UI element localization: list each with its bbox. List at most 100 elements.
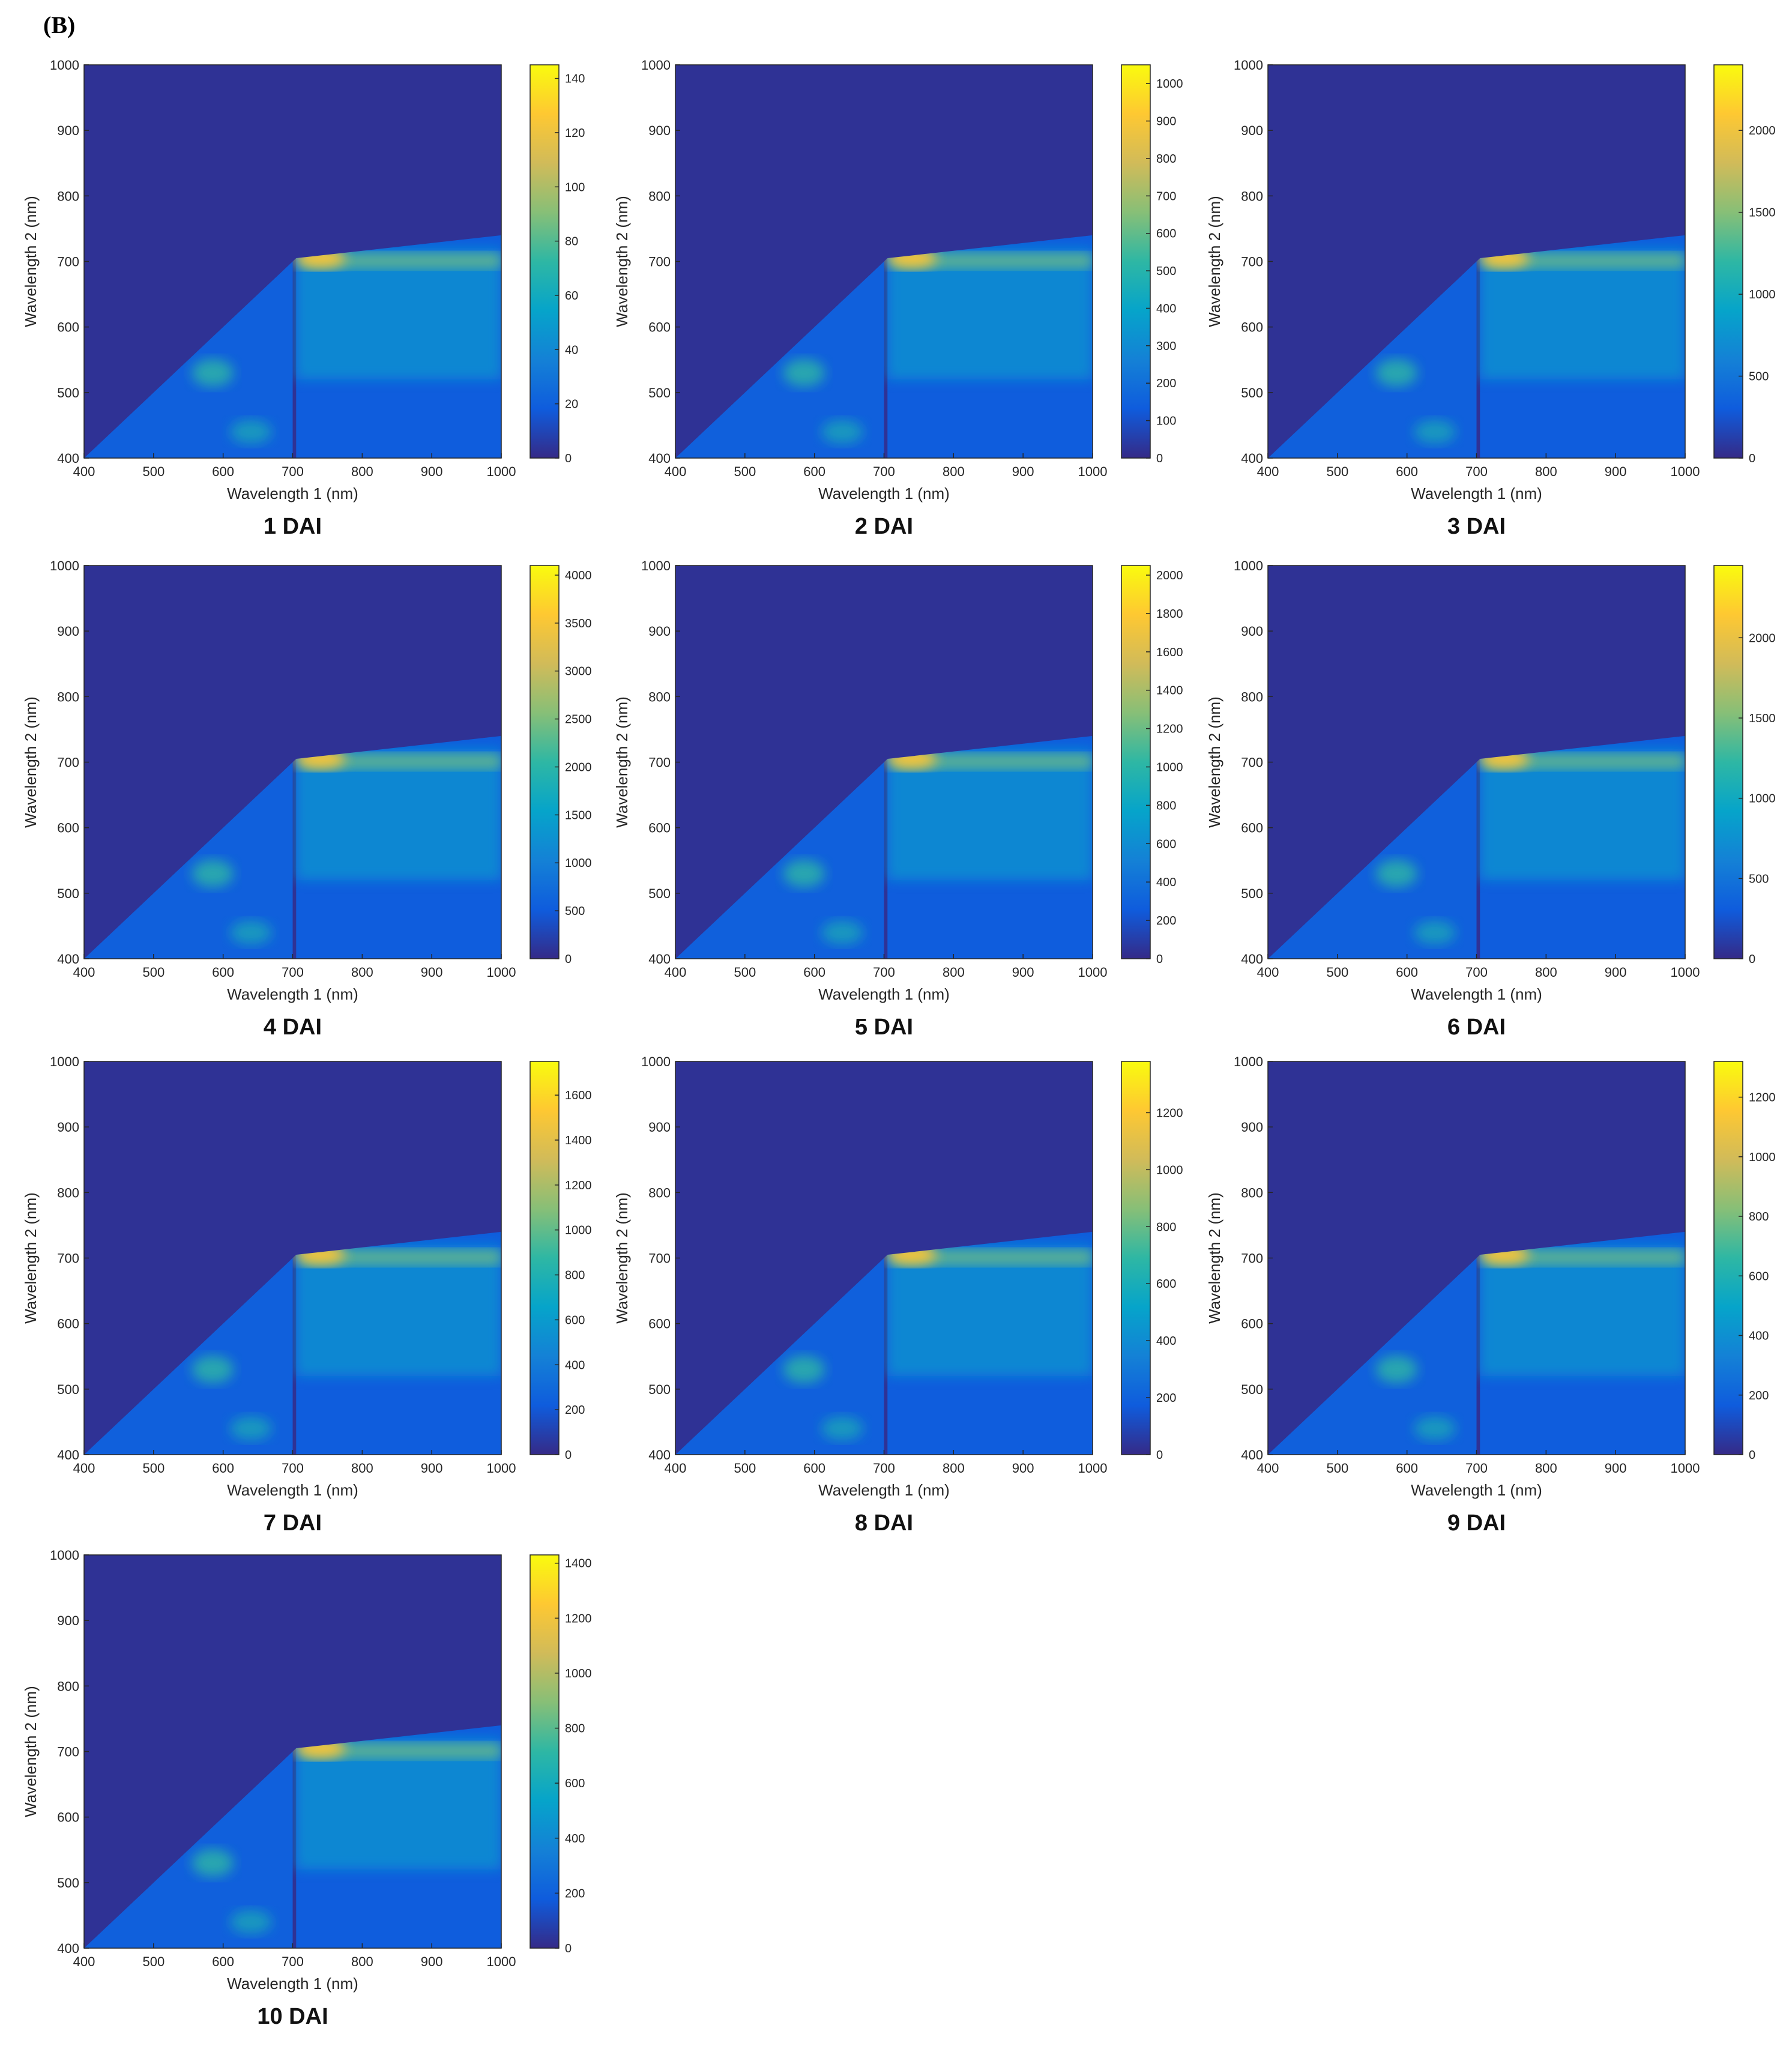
colorbar-tick-label: 600 (1156, 228, 1176, 241)
x-axis-label: Wavelength 1 (nm) (227, 1481, 358, 1499)
y-tick-label: 500 (648, 385, 671, 400)
x-axis-label: Wavelength 1 (nm) (1411, 1481, 1542, 1499)
y-tick-label: 800 (57, 689, 79, 704)
x-tick-label: 400 (73, 1954, 95, 1969)
colorbar-tick-label: 80 (565, 235, 578, 249)
y-tick-label: 900 (57, 123, 79, 138)
x-tick-label: 1000 (1671, 965, 1700, 980)
panel-title: 5 DAI (855, 1015, 913, 1040)
colorbar-tick-label: 800 (1156, 799, 1176, 812)
y-tick-label: 400 (57, 952, 79, 967)
heatmap-hotspot (192, 860, 234, 888)
x-axis-label: Wavelength 1 (nm) (227, 484, 358, 502)
x-tick-label: 400 (1257, 965, 1279, 980)
x-tick-label: 1000 (1078, 1461, 1108, 1476)
x-tick-label: 900 (1605, 965, 1627, 980)
y-tick-label: 600 (1241, 320, 1263, 335)
panel-title: 3 DAI (1447, 514, 1506, 539)
y-tick-label: 900 (57, 624, 79, 639)
colorbar-tick-label: 1200 (565, 1179, 592, 1192)
heatmap-hotspot (783, 359, 825, 387)
y-tick-label: 500 (57, 886, 79, 901)
y-tick-label: 900 (648, 1120, 671, 1135)
heatmap-band (887, 248, 1093, 379)
heatmap-hotspot (230, 920, 272, 944)
colorbar-tick-label: 1000 (1156, 761, 1183, 774)
x-tick-label: 900 (421, 464, 443, 479)
x-tick-label: 600 (803, 464, 825, 479)
y-tick-label: 700 (1241, 1251, 1263, 1266)
x-tick-label: 700 (282, 965, 304, 980)
y-tick-label: 700 (57, 755, 79, 770)
x-tick-label: 600 (803, 965, 825, 980)
colorbar-tick-label: 1600 (565, 1089, 592, 1102)
heatmap-hotspot (1414, 920, 1456, 944)
heatmap-mask (84, 1555, 501, 1948)
y-axis-label: Wavelength 2 (nm) (22, 196, 40, 327)
heatmap-panel-9: 4004005005006006007007008008009009001000… (1205, 1054, 1776, 1536)
colorbar-tick-label: 1600 (1156, 646, 1183, 659)
y-tick-label: 900 (648, 123, 671, 138)
x-tick-label: 900 (421, 965, 443, 980)
y-tick-label: 600 (57, 320, 79, 335)
x-tick-label: 800 (943, 1461, 965, 1476)
x-tick-label: 600 (803, 1461, 825, 1476)
colorbar-tick-label: 500 (1749, 370, 1769, 384)
heatmap-hotspot (821, 1416, 863, 1440)
colorbar (1713, 565, 1743, 959)
heatmap-mask (84, 566, 501, 959)
colorbar-tick-label: 1400 (565, 1134, 592, 1147)
heatmap-band (296, 248, 501, 379)
colorbar-tick-label: 0 (1749, 953, 1755, 966)
y-tick-label: 400 (1241, 1447, 1263, 1462)
heatmap-mask (675, 1061, 1093, 1455)
colorbar-tick-label: 1000 (565, 1667, 592, 1680)
y-tick-label: 400 (1241, 952, 1263, 967)
colorbar (1121, 565, 1151, 959)
x-tick-label: 400 (1257, 1461, 1279, 1476)
heatmap-hotspot (192, 1849, 234, 1877)
x-tick-label: 500 (1326, 464, 1348, 479)
y-tick-label: 600 (57, 1810, 79, 1825)
heatmap-hotspot (1414, 420, 1456, 444)
y-tick-label: 500 (648, 886, 671, 901)
colorbar-tick-label: 1500 (565, 809, 592, 822)
y-tick-label: 600 (648, 320, 671, 335)
x-axis-label: Wavelength 1 (nm) (818, 985, 950, 1003)
panel-title: 4 DAI (264, 1015, 322, 1040)
colorbar-tick-label: 900 (1156, 115, 1176, 128)
colorbar-tick-label: 200 (565, 1887, 585, 1900)
colorbar-tick-label: 400 (1156, 876, 1176, 889)
colorbar-tick-label: 500 (1749, 872, 1769, 886)
x-tick-label: 400 (665, 965, 687, 980)
x-tick-label: 500 (142, 965, 164, 980)
colorbar-tick-label: 600 (1156, 837, 1176, 851)
x-tick-label: 700 (1465, 1461, 1488, 1476)
colorbar-tick-label: 200 (565, 1404, 585, 1417)
colorbar-tick-label: 400 (1156, 1335, 1176, 1348)
colorbar-tick-label: 800 (1156, 1221, 1176, 1234)
heatmap-panel-1: 4004005005006006007007008008009009001000… (22, 58, 585, 539)
y-tick-label: 1000 (50, 1548, 79, 1563)
heatmap-mask (84, 65, 501, 458)
y-tick-label: 700 (648, 755, 671, 770)
x-tick-label: 400 (73, 464, 95, 479)
y-tick-label: 1000 (50, 58, 79, 73)
y-tick-label: 600 (1241, 1317, 1263, 1332)
y-tick-label: 400 (648, 1447, 671, 1462)
colorbar-tick-label: 800 (565, 1269, 585, 1282)
colorbar-tick-label: 1000 (565, 857, 592, 870)
colorbar-tick-label: 400 (565, 1359, 585, 1372)
panel-title: 6 DAI (1447, 1015, 1506, 1040)
x-tick-label: 1000 (487, 464, 516, 479)
heatmap-panel-2: 4004005005006006007007008008009009001000… (613, 58, 1183, 539)
colorbar-tick-label: 700 (1156, 190, 1176, 203)
heatmap-hotspot (783, 1356, 825, 1384)
heatmap-mask (675, 65, 1093, 458)
heatmap-hotspot (230, 420, 272, 444)
heatmap-panel-7: 4004005005006006007007008008009009001000… (22, 1054, 592, 1536)
y-tick-label: 900 (1241, 123, 1263, 138)
x-tick-label: 800 (943, 965, 965, 980)
panel-label: (B) (43, 11, 76, 38)
